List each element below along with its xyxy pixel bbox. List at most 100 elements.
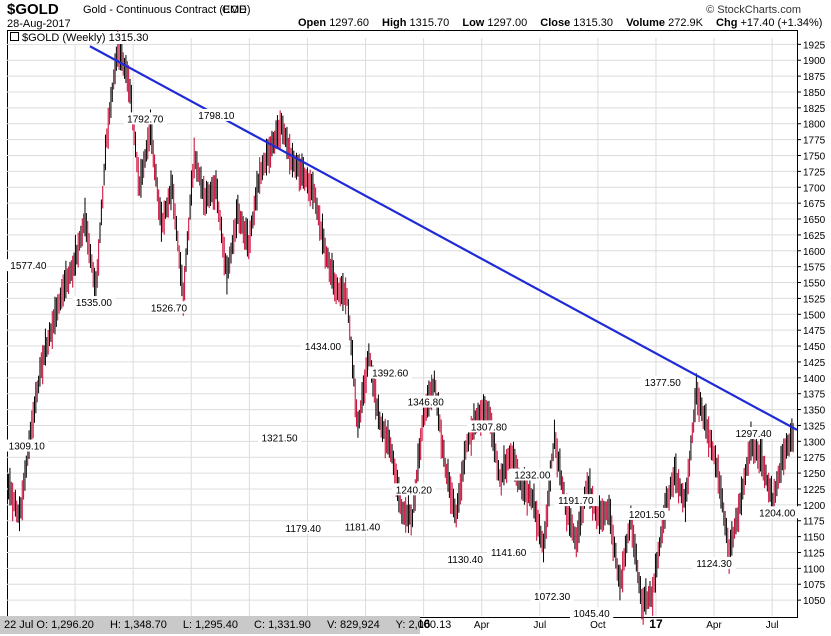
annotation-bg (467, 420, 511, 433)
stat-open: Open 1297.60 (298, 17, 369, 29)
price-annotation: 1240.20 (396, 485, 433, 496)
y-tick-label: 1650 (803, 215, 826, 226)
y-tick-label: 1450 (803, 342, 826, 353)
annotation-bg (641, 376, 685, 389)
chart-header: $GOLD Gold - Continuous Contract (EOD) C… (0, 0, 831, 30)
y-tick-label: 1150 (803, 533, 825, 544)
y-tick-label: 1600 (803, 247, 826, 258)
y-tick-label: 1050 (803, 596, 826, 607)
x-tick-label: Jul (766, 620, 779, 631)
annotation-bg (147, 301, 191, 314)
price-annotation: 1377.50 (645, 378, 682, 389)
symbol-title: $GOLD (7, 1, 59, 18)
price-annotation: 1309.10 (9, 442, 46, 453)
price-annotation: 1130.40 (447, 555, 483, 566)
y-tick-label: 1425 (803, 358, 826, 369)
annotation-bg (72, 296, 116, 309)
price-stats: Open 1297.60 High 1315.70 Low 1297.00 Cl… (298, 17, 831, 29)
price-annotation: 1181.40 (345, 523, 381, 534)
x-tick-label: 17 (649, 617, 663, 631)
annotation-bg (123, 112, 167, 125)
price-annotation: 1792.70 (127, 114, 164, 125)
annotation-bg (281, 521, 325, 534)
x-tick-label: Jul (533, 620, 546, 631)
annotation-bg (731, 426, 776, 439)
legend-text: $GOLD (Weekly) 1315.30 (22, 32, 149, 44)
contract-name: Gold - Continuous Contract (EOD) (83, 4, 251, 16)
y-tick-label: 1200 (803, 501, 826, 512)
price-annotation: 1526.70 (151, 303, 188, 314)
y-tick-label: 1850 (803, 88, 826, 99)
annotation-bg (554, 494, 598, 507)
y-tick-label: 1075 (803, 580, 826, 591)
trendline-layer (89, 45, 798, 431)
y-tick-label: 1625 (803, 231, 826, 242)
y-tick-label: 1675 (803, 199, 826, 210)
y-axis: 1050 1075 1100 1125 1150 1175 1200 1225 1250 1275… (797, 40, 826, 607)
y-tick-label: 1700 (803, 183, 826, 194)
stat-high: High 1315.70 (382, 17, 450, 29)
annotation-bg (5, 439, 49, 452)
y-tick-label: 1825 (803, 104, 826, 115)
x-tick-label: Apr (706, 620, 722, 631)
y-tick-label: 1350 (803, 406, 826, 417)
y-tick-label: 1125 (803, 548, 825, 559)
footer-high: H: 1,348.70 (109, 619, 167, 631)
annotation-bg (487, 545, 531, 558)
y-tick-label: 1100 (803, 564, 825, 575)
y-tick-label: 1325 (803, 421, 826, 432)
y-tick-label: 1725 (803, 167, 826, 178)
footer-low: L: 1,295.40 (182, 619, 238, 631)
annotation-bg (530, 589, 574, 602)
price-annotation: 1798.10 (198, 111, 235, 122)
annotation-bg (510, 468, 554, 481)
y-tick-label: 1775 (803, 136, 826, 147)
y-tick-label: 1375 (803, 390, 826, 401)
annotation-bg (570, 607, 614, 620)
chart-legend: $GOLD (Weekly) 1315.30 (8, 32, 151, 44)
y-tick-label: 1300 (803, 437, 826, 448)
data-footer: 22 Jul O: 1,296.20 H: 1,348.70 L: 1,295.… (0, 616, 451, 634)
annotation-bg (340, 520, 385, 533)
y-tick-label: 1250 (803, 469, 826, 480)
price-annotation: 1232.00 (514, 471, 551, 482)
stat-close: Close 1315.30 (540, 17, 614, 29)
price-annotation: 1297.40 (735, 429, 772, 440)
annotation-bg (404, 395, 448, 408)
price-annotation: 1072.30 (534, 592, 571, 603)
x-tick-label: Oct (590, 620, 606, 631)
y-tick-label: 1550 (803, 279, 826, 290)
annotation-bg (625, 507, 669, 520)
annotation-bg (368, 366, 412, 379)
grid-lines (7, 38, 797, 616)
footer-volume: V: 829,924 (326, 619, 380, 631)
annotation-bg (755, 506, 799, 519)
price-annotation: 1191.70 (558, 496, 594, 507)
annotation-bg (692, 556, 736, 569)
price-annotation: 1434.00 (305, 342, 342, 353)
annotation-bg (301, 340, 345, 353)
stat-change: Chg +17.40 (+1.34%) (716, 17, 823, 29)
x-tick-label: Apr (474, 620, 490, 631)
y-tick-label: 1275 (803, 453, 826, 464)
brand-label[interactable]: © StockCharts.com (706, 4, 801, 16)
price-annotation: 1307.80 (471, 422, 508, 433)
trendline (89, 45, 798, 431)
chart-date: 28-Aug-2017 (7, 18, 71, 30)
price-annotation: 1321.50 (261, 434, 298, 445)
price-annotation: 1346.80 (408, 398, 445, 409)
price-annotation: 1141.60 (491, 548, 527, 559)
price-annotation: 1577.40 (10, 261, 47, 272)
y-tick-label: 1475 (803, 326, 826, 337)
y-tick-label: 1400 (803, 374, 826, 385)
annotation-bg (3, 259, 47, 272)
price-annotation: 1179.40 (286, 524, 322, 535)
y-tick-label: 1500 (803, 310, 826, 321)
price-annotation: 1204.00 (759, 508, 796, 519)
x-tick-label: 16 (417, 617, 431, 631)
annotation-layer: 1309.10 1577.40 1535.00 1792.70 1526.70 1798.… (3, 108, 799, 620)
y-tick-label: 1900 (803, 56, 826, 67)
exchange-label: CME (222, 4, 247, 16)
footer-close: C: 1,331.90 (254, 619, 311, 631)
